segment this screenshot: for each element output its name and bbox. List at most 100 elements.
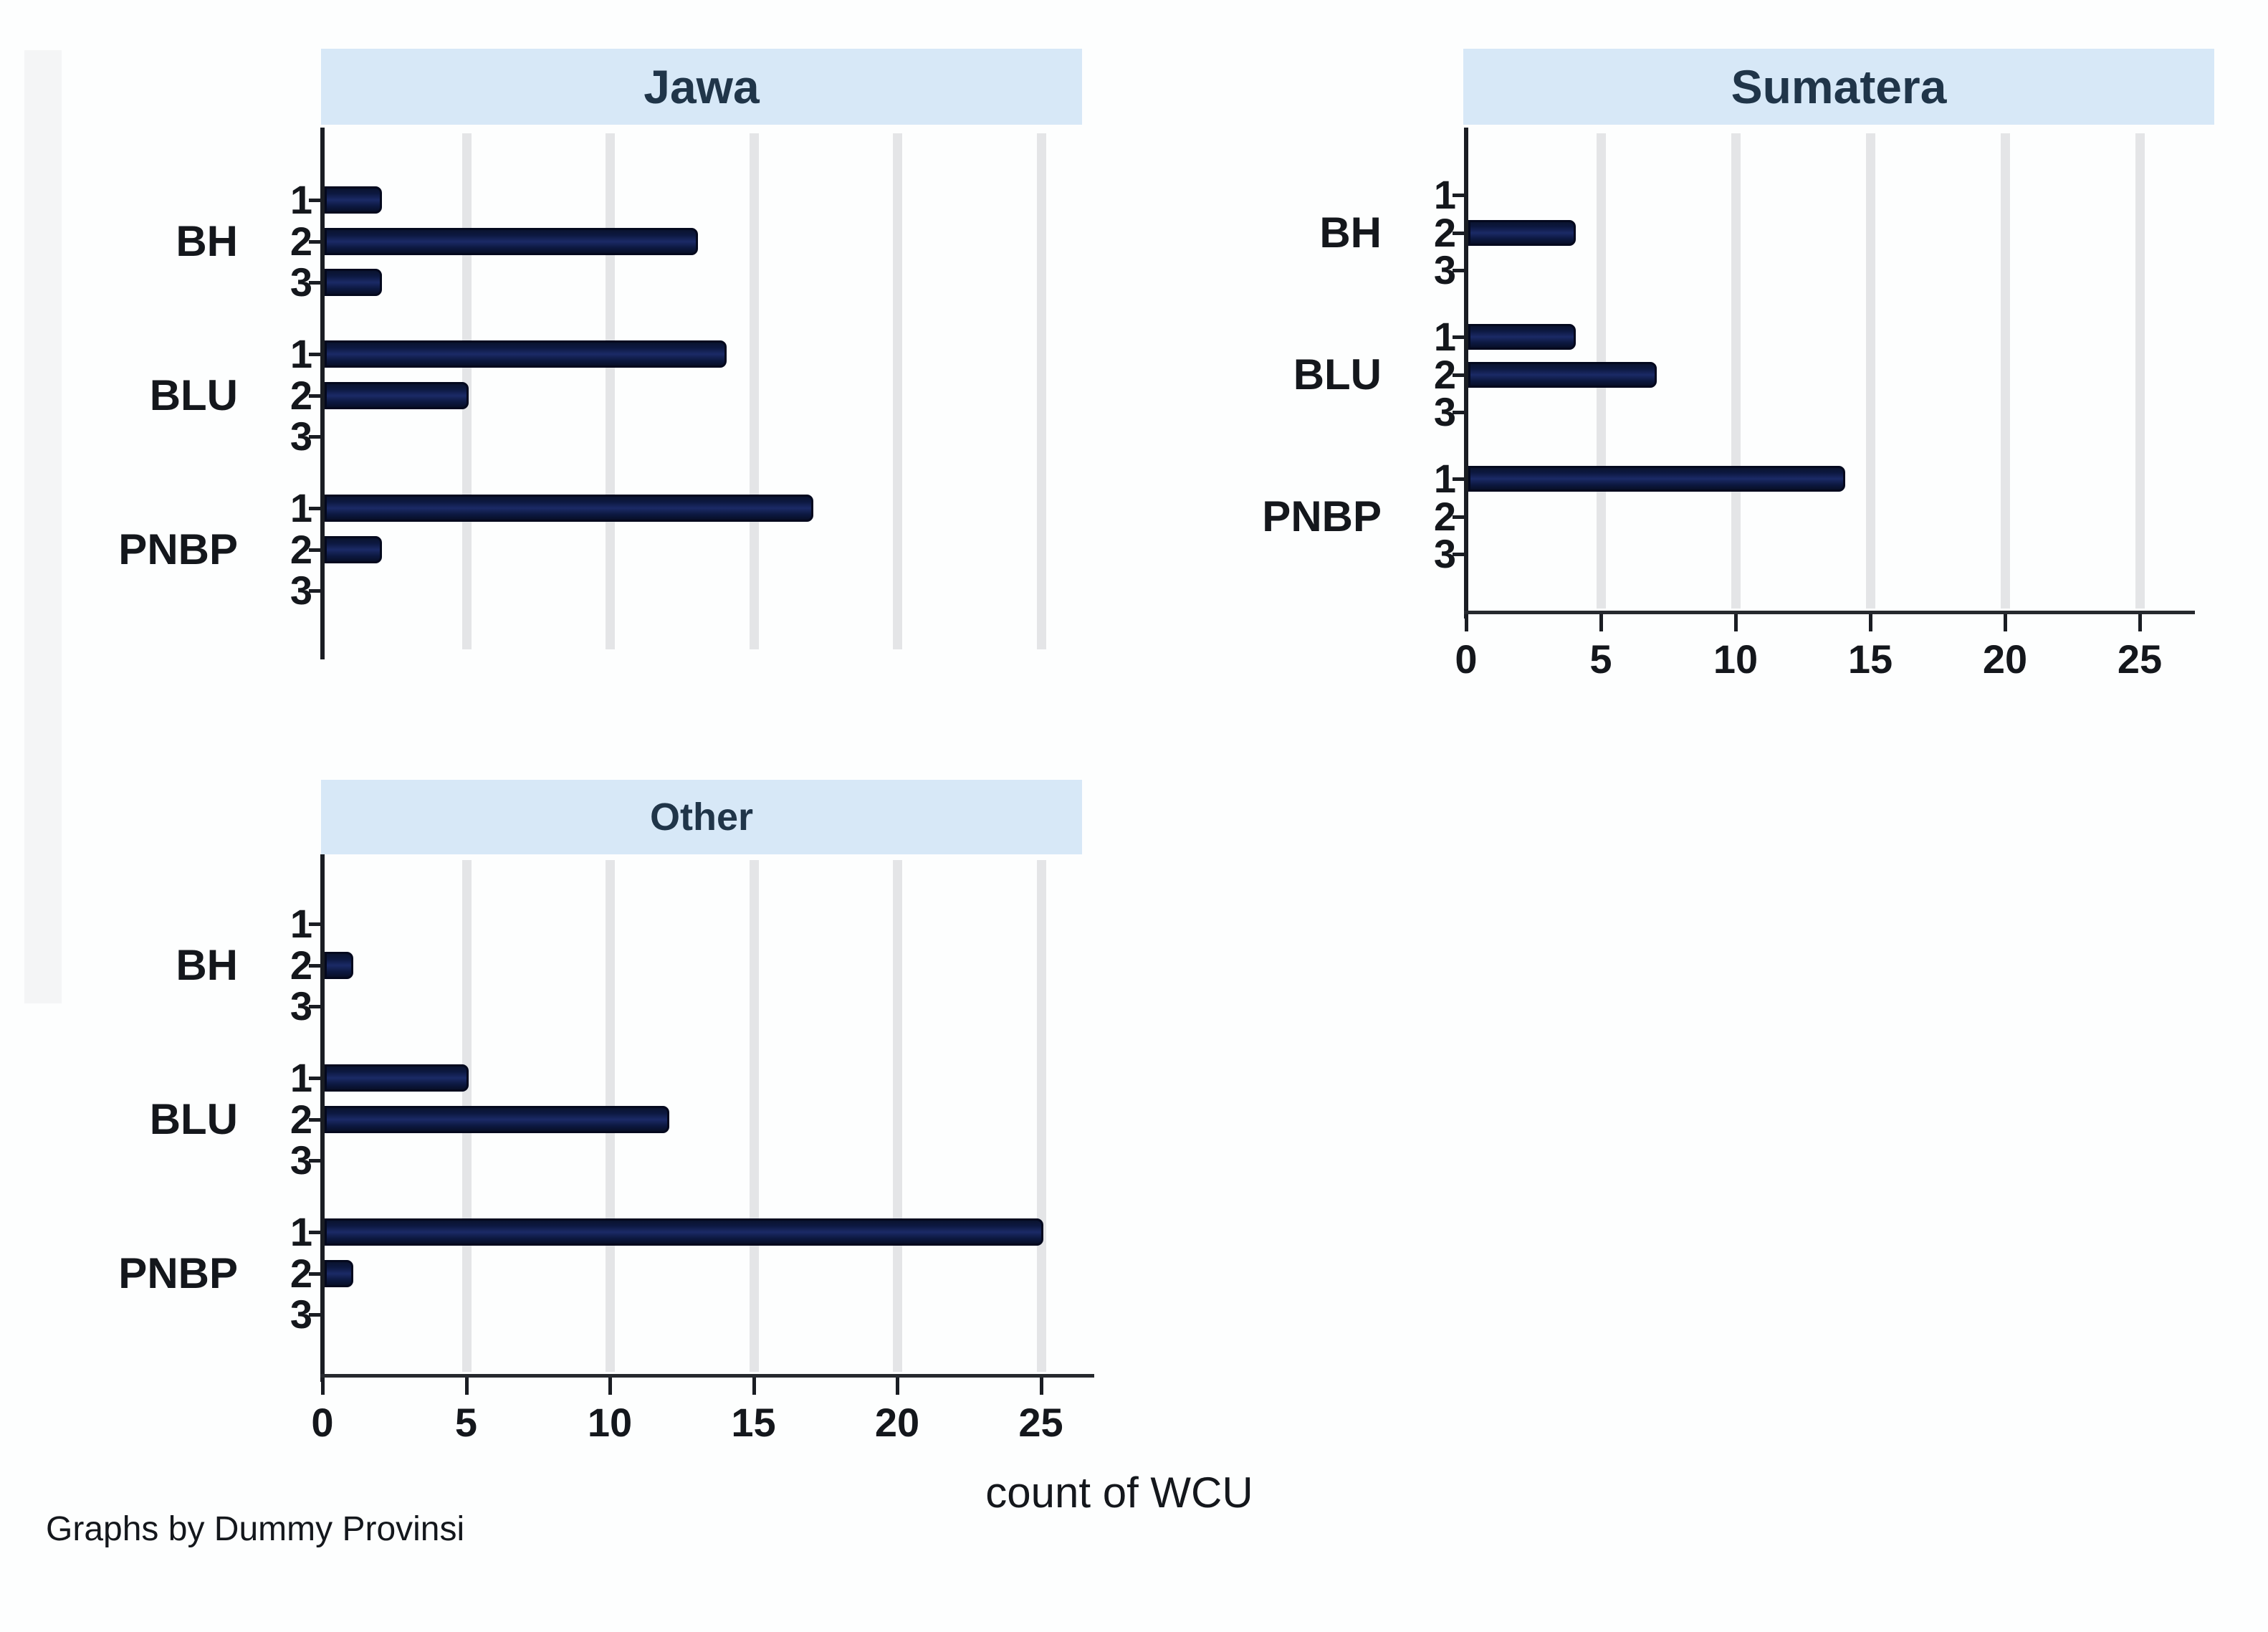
x-tick-label-other-15: 15 [731, 1400, 776, 1445]
y-tick-other-bh-1 [309, 922, 320, 926]
bar-jawa-pnbp-2 [325, 535, 383, 563]
panel-header-sumatera: Sumatera [1463, 49, 2214, 125]
y-sublabel-jawa-pnbp-2: 2 [290, 526, 312, 572]
y-sublabel-sumatera-blu-3: 3 [1433, 389, 1456, 434]
plot-area-other: 1 2 3 BH 1 2 3 BLU 1 2 3 PNBP 0 5 10 15 20 25 [118, 854, 1094, 1445]
bar-other-blu-2 [325, 1105, 670, 1133]
y-label-jawa-bh: BH [176, 216, 238, 265]
scan-artifact-strip [24, 50, 62, 1003]
y-tick-other-bh-3 [309, 1005, 320, 1008]
x-tick-sumatera-0 [1465, 614, 1468, 631]
x-axis-title: count of WCU [985, 1469, 1253, 1517]
y-label-jawa-blu: BLU [149, 371, 238, 419]
y-sublabel-other-bh-1: 1 [290, 901, 312, 946]
gridline-25 [2135, 133, 2145, 609]
y-sublabel-sumatera-pnbp-3: 3 [1433, 531, 1456, 576]
bar-sumatera-bh-2 [1468, 219, 1576, 246]
x-tick-sumatera-20 [2004, 614, 2007, 631]
y-label-sumatera-bh: BH [1319, 208, 1382, 257]
y-tick-sumatera-blu-2 [1453, 373, 1464, 377]
x-tick-other-20 [896, 1378, 899, 1395]
bar-other-pnbp-1 [325, 1218, 1043, 1246]
x-tick-label-sumatera-0: 0 [1455, 636, 1478, 682]
y-tick-jawa-bh-1 [309, 199, 320, 202]
y-label-sumatera-pnbp: PNBP [1262, 492, 1382, 540]
x-tick-sumatera-25 [2138, 614, 2142, 631]
y-sublabel-other-blu-2: 2 [290, 1096, 312, 1142]
y-tick-other-blu-2 [309, 1117, 320, 1122]
y-sublabel-jawa-blu-1: 1 [290, 331, 312, 376]
x-tick-label-other-5: 5 [454, 1400, 478, 1445]
y-sublabel-sumatera-bh-3: 3 [1433, 247, 1456, 292]
y-sublabel-jawa-bh-3: 3 [290, 259, 312, 305]
panel-header-jawa: Jawa [321, 49, 1082, 125]
y-tick-sumatera-bh-1 [1453, 194, 1464, 197]
y-axis-line-jawa [320, 128, 325, 659]
x-tick-label-sumatera-10: 10 [1713, 636, 1759, 682]
x-tick-other-5 [464, 1378, 469, 1395]
gridline-10 [606, 133, 615, 649]
x-tick-label-sumatera-5: 5 [1589, 636, 1612, 682]
bar-jawa-bh-3 [325, 269, 383, 296]
x-tick-label-sumatera-15: 15 [1847, 636, 1893, 682]
y-sublabel-jawa-pnbp-3: 3 [290, 568, 312, 613]
y-tick-jawa-pnbp-2 [309, 548, 320, 552]
x-tick-label-other-25: 25 [1018, 1400, 1063, 1445]
y-tick-sumatera-blu-1 [1453, 335, 1464, 339]
y-sublabel-other-pnbp-1: 1 [290, 1209, 312, 1254]
x-tick-label-other-10: 10 [587, 1400, 633, 1445]
y-label-other-blu: BLU [149, 1094, 238, 1143]
y-tick-jawa-pnbp-3 [309, 589, 320, 593]
y-sublabel-jawa-pnbp-1: 1 [290, 485, 312, 530]
panel-header-other: Other [321, 780, 1082, 854]
y-tick-sumatera-pnbp-1 [1453, 477, 1464, 481]
y-tick-other-bh-2 [309, 963, 320, 968]
plot-area-sumatera: 1 2 3 BH 1 2 3 BLU 1 2 3 PNBP 0 5 10 15 20 25 [1262, 128, 2195, 682]
gridline-20 [893, 860, 902, 1372]
y-sublabel-other-blu-3: 3 [290, 1137, 312, 1183]
y-sublabel-jawa-blu-2: 2 [290, 372, 312, 418]
y-sublabel-sumatera-blu-1: 1 [1433, 314, 1456, 359]
y-sublabel-jawa-bh-2: 2 [290, 218, 312, 264]
bar-sumatera-pnbp-1 [1468, 466, 1846, 492]
gridline-20 [893, 133, 902, 649]
bar-jawa-bh-2 [325, 227, 699, 255]
y-tick-jawa-pnbp-1 [309, 507, 320, 510]
y-tick-other-pnbp-2 [309, 1271, 320, 1276]
y-tick-sumatera-blu-3 [1453, 411, 1464, 414]
y-label-other-bh: BH [176, 940, 238, 989]
x-tick-label-other-20: 20 [874, 1400, 920, 1445]
x-axis-line-other [320, 1374, 1094, 1378]
y-tick-jawa-bh-3 [309, 281, 320, 285]
y-sublabel-sumatera-pnbp-2: 2 [1433, 493, 1456, 539]
bar-other-blu-1 [325, 1064, 469, 1092]
y-tick-other-blu-3 [309, 1159, 320, 1163]
bar-other-bh-2 [325, 951, 354, 979]
y-sublabel-other-pnbp-2: 2 [290, 1250, 312, 1296]
x-tick-other-15 [752, 1378, 756, 1395]
x-tick-sumatera-5 [1599, 614, 1603, 631]
y-axis-line-sumatera [1464, 128, 1468, 619]
gridline-25 [1036, 133, 1046, 649]
plot-area-jawa: 1 2 3 BH 1 2 3 BLU 1 2 3 PNBP [118, 128, 1082, 659]
bar-jawa-pnbp-1 [325, 495, 813, 522]
y-axis-line-other [320, 854, 325, 1382]
y-sublabel-other-blu-1: 1 [290, 1055, 312, 1100]
bar-jawa-bh-1 [325, 186, 383, 214]
x-tick-label-other-0: 0 [311, 1400, 334, 1445]
x-axis-line-sumatera [1464, 611, 2195, 614]
panel-title-sumatera: Sumatera [1731, 60, 1947, 113]
y-label-other-pnbp: PNBP [118, 1249, 238, 1297]
figure-note: Graphs by Dummy Provinsi [46, 1510, 465, 1548]
panel-title-other: Other [649, 796, 754, 839]
y-sublabel-other-bh-2: 2 [290, 942, 312, 988]
y-tick-jawa-blu-1 [309, 353, 320, 356]
bar-other-pnbp-2 [325, 1259, 354, 1287]
y-tick-sumatera-bh-2 [1453, 231, 1464, 235]
y-sublabel-other-bh-3: 3 [290, 983, 312, 1029]
y-tick-jawa-blu-2 [309, 393, 320, 398]
x-tick-other-25 [1039, 1378, 1043, 1395]
y-label-jawa-pnbp: PNBP [118, 525, 238, 573]
y-tick-sumatera-pnbp-2 [1453, 515, 1464, 519]
